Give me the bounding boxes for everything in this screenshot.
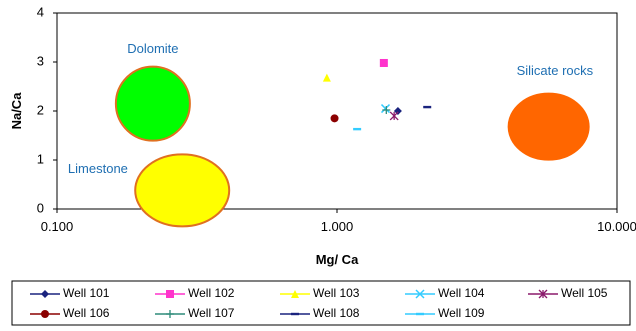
- data-point-well-105: [389, 111, 399, 121]
- data-point-well-103: [322, 73, 331, 82]
- legend-marker: [291, 290, 299, 298]
- legend-item-well-108: Well 108: [280, 306, 360, 320]
- x-tick-label: 10.000: [597, 219, 636, 234]
- x-tick-label: 1.000: [321, 219, 354, 234]
- data-point-well-108: [423, 105, 432, 109]
- legend-marker: [41, 310, 49, 318]
- legend-item-well-102: Well 102: [155, 286, 235, 300]
- legend-marker: [166, 290, 174, 298]
- legend-label: Well 108: [313, 306, 360, 320]
- legend-item-well-107: Well 107: [155, 306, 235, 320]
- region-label: Limestone: [68, 161, 128, 176]
- region-limestone: [134, 153, 231, 228]
- data-point-well-107: [382, 106, 391, 115]
- region-label: Silicate rocks: [517, 63, 594, 78]
- legend-label: Well 103: [313, 286, 360, 300]
- legend-label: Well 109: [438, 306, 485, 320]
- legend-label: Well 105: [561, 286, 608, 300]
- data-point-well-102: [379, 58, 388, 67]
- legend-marker: [416, 312, 424, 316]
- legend-box: [11, 280, 631, 326]
- legend-marker: [291, 312, 299, 316]
- y-tick-label: 2: [37, 102, 44, 117]
- data-point-well-101: [393, 107, 402, 115]
- legend-item-well-103: Well 103: [280, 286, 360, 300]
- y-tick-label: 3: [37, 53, 44, 68]
- y-axis-title: Na/Ca: [9, 92, 24, 130]
- legend-label: Well 101: [63, 286, 110, 300]
- x-tick-label: 0.100: [41, 219, 74, 234]
- y-tick-label: 0: [37, 200, 44, 215]
- y-tick-label: 1: [37, 151, 44, 166]
- legend-item-well-109: Well 109: [405, 306, 485, 320]
- y-tick-label: 4: [37, 4, 44, 19]
- data-point-well-109: [353, 127, 362, 131]
- region-silicate-rocks: [507, 92, 590, 161]
- legend-label: Well 107: [188, 306, 235, 320]
- data-point-well-104: [380, 104, 391, 114]
- legend-marker: [166, 310, 174, 318]
- legend-label: Well 102: [188, 286, 235, 300]
- region-label: Dolomite: [127, 41, 178, 56]
- legend-item-well-101: Well 101: [30, 286, 110, 300]
- legend-marker: [41, 290, 49, 298]
- legend-item-well-104: Well 104: [405, 286, 485, 300]
- legend-item-well-105: Well 105: [528, 286, 608, 300]
- x-axis-title: Mg/ Ca: [316, 252, 359, 267]
- legend-label: Well 106: [63, 306, 110, 320]
- region-dolomite: [114, 65, 191, 142]
- legend-label: Well 104: [438, 286, 485, 300]
- legend-marker: [415, 289, 425, 299]
- data-point-well-106: [330, 114, 339, 123]
- legend-marker: [538, 289, 548, 299]
- legend-item-well-106: Well 106: [30, 306, 110, 320]
